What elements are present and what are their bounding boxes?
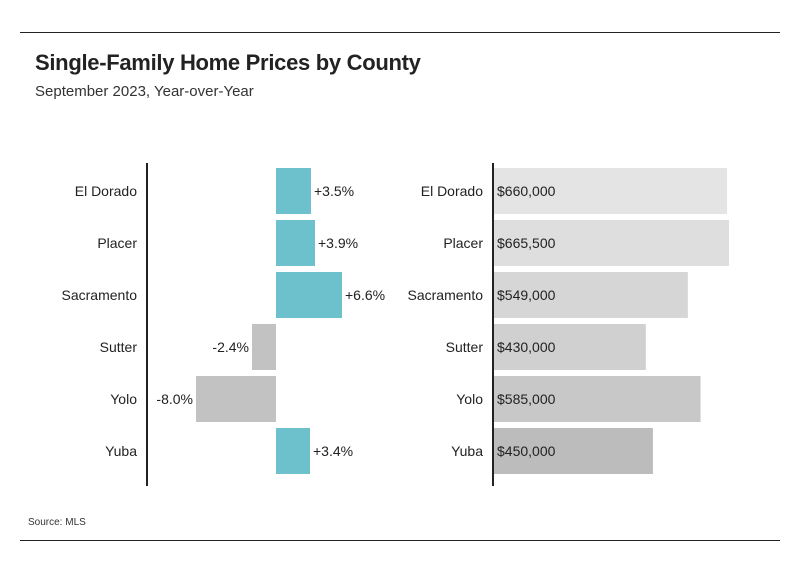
change-data-label: +3.4% xyxy=(313,443,353,459)
change-category-label: El Dorado xyxy=(75,183,137,199)
price-bar xyxy=(494,428,653,474)
price-data-label: $430,000 xyxy=(497,339,556,355)
change-bar xyxy=(196,376,276,422)
change-data-label: -8.0% xyxy=(156,391,193,407)
change-bar xyxy=(276,168,311,214)
price-bar xyxy=(494,376,701,422)
change-bar xyxy=(276,272,342,318)
bottom-rule xyxy=(20,540,780,541)
chart-title: Single-Family Home Prices by County xyxy=(35,50,421,75)
price-data-label: $665,500 xyxy=(497,235,556,251)
change-data-label: -2.4% xyxy=(212,339,249,355)
change-data-label: +6.6% xyxy=(345,287,385,303)
price-category-label: Placer xyxy=(443,235,483,251)
change-category-label: Yuba xyxy=(105,443,137,459)
top-rule xyxy=(20,32,780,33)
price-data-label: $450,000 xyxy=(497,443,556,459)
change-data-label: +3.5% xyxy=(314,183,354,199)
price-category-label: El Dorado xyxy=(421,183,483,199)
price-category-label: Yuba xyxy=(451,443,483,459)
change-category-label: Sacramento xyxy=(62,287,138,303)
change-bar xyxy=(252,324,276,370)
source-note: Source: MLS xyxy=(28,517,86,528)
price-data-label: $660,000 xyxy=(497,183,556,199)
price-bar xyxy=(494,324,646,370)
price-bar xyxy=(494,168,728,214)
price-data-label: $585,000 xyxy=(497,391,556,407)
change-bar xyxy=(276,428,310,474)
change-category-label: Placer xyxy=(97,235,137,251)
price-bar xyxy=(494,272,688,318)
price-bar xyxy=(494,220,729,266)
change-data-label: +3.9% xyxy=(318,235,358,251)
change-category-label: Yolo xyxy=(110,391,137,407)
price-data-label: $549,000 xyxy=(497,287,556,303)
change-category-label: Sutter xyxy=(100,339,138,355)
price-category-label: Sacramento xyxy=(408,287,484,303)
price-category-label: Yolo xyxy=(456,391,483,407)
change-bar xyxy=(276,220,315,266)
chart-subtitle: September 2023, Year-over-Year xyxy=(35,83,254,100)
price-category-label: Sutter xyxy=(446,339,484,355)
